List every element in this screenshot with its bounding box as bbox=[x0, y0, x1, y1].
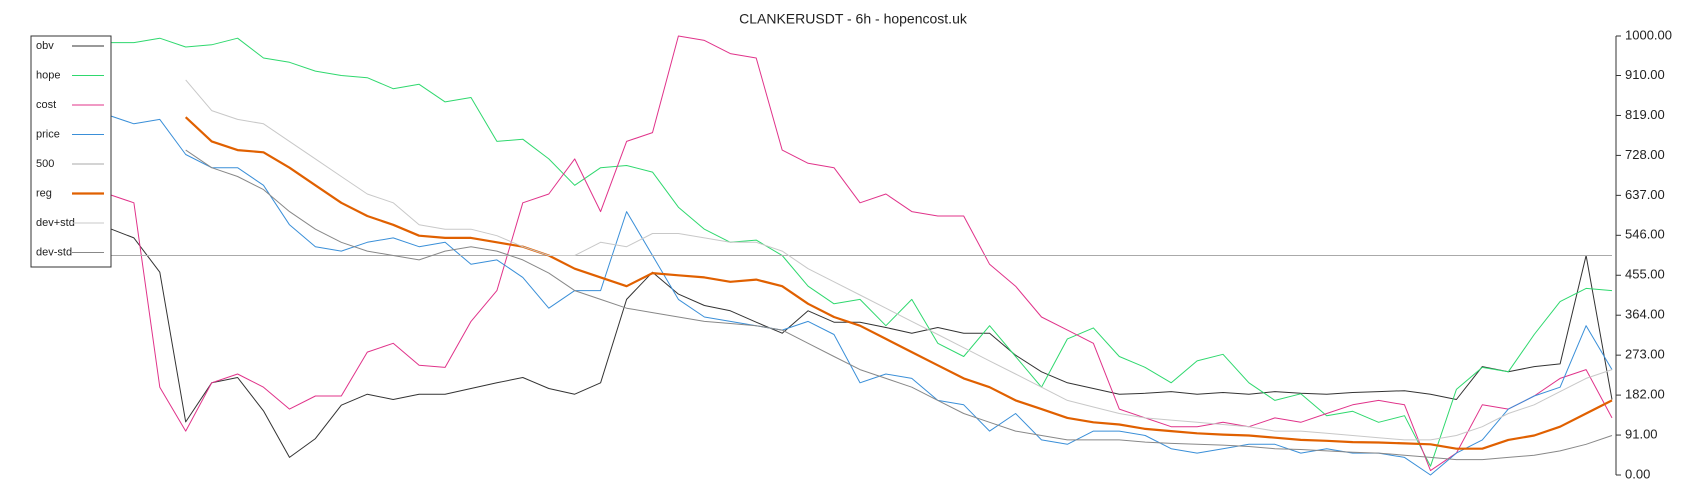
legend-label: cost bbox=[36, 99, 56, 111]
y-tick-label: 364.00 bbox=[1625, 307, 1665, 322]
y-tick-label: 546.00 bbox=[1625, 227, 1665, 242]
y-tick-label: 182.00 bbox=[1625, 387, 1665, 402]
legend: obv hope cost price 500 reg dev+std dev-std bbox=[30, 35, 112, 268]
legend-label: reg bbox=[36, 187, 52, 199]
y-tick-label: 455.00 bbox=[1625, 267, 1665, 282]
legend-label: obv bbox=[36, 40, 54, 52]
legend-label: hope bbox=[36, 69, 60, 81]
legend-label: dev+std bbox=[36, 217, 75, 229]
legend-label: price bbox=[36, 128, 60, 140]
y-tick-label: 910.00 bbox=[1625, 67, 1665, 82]
series-line bbox=[185, 79, 1613, 441]
series-line bbox=[185, 149, 1613, 461]
series-line bbox=[81, 37, 1613, 467]
y-tick-label: 273.00 bbox=[1625, 347, 1665, 362]
legend-label: dev-std bbox=[36, 246, 72, 258]
chart-title: CLANKERUSDT - 6h - hopencost.uk bbox=[739, 11, 968, 27]
series-line bbox=[184, 116, 1613, 450]
y-tick-label: 819.00 bbox=[1625, 107, 1665, 122]
y-tick-label: 637.00 bbox=[1625, 187, 1665, 202]
y-tick-label: 1000.00 bbox=[1625, 27, 1672, 42]
y-tick-label: 91.00 bbox=[1625, 426, 1658, 441]
legend-label: 500 bbox=[36, 158, 54, 170]
series-line bbox=[81, 114, 1613, 476]
legend-box bbox=[30, 35, 112, 268]
series-line bbox=[81, 35, 1613, 472]
y-tick-label: 0.00 bbox=[1625, 466, 1650, 481]
series-line bbox=[81, 227, 1613, 458]
y-tick-label: 728.00 bbox=[1625, 147, 1665, 162]
